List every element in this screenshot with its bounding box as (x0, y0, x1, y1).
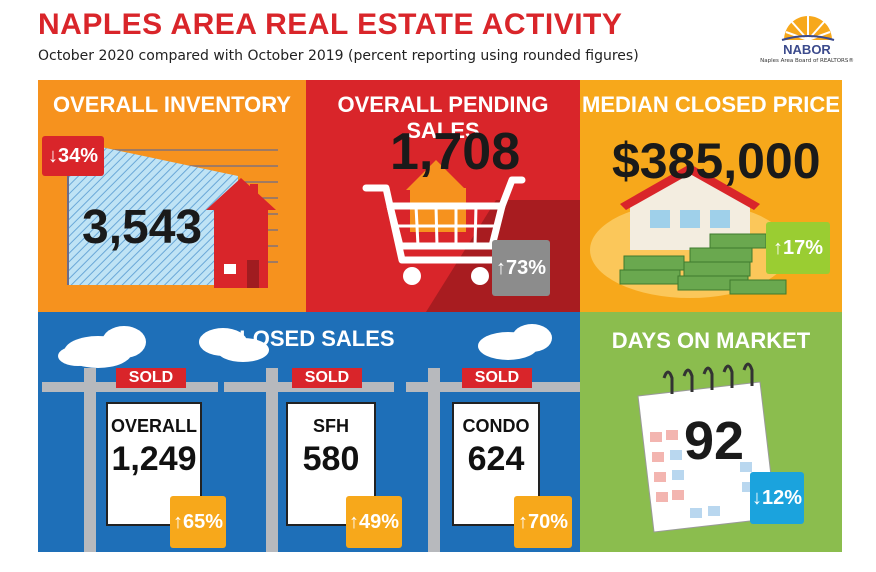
arrow-up-icon: ↑ (348, 511, 359, 533)
pending-change: 73% (505, 257, 547, 279)
sign-board: CONDO 624 (452, 402, 540, 526)
inventory-change-badge: ↓34% (42, 136, 104, 176)
sign-label: OVERALL (110, 416, 197, 436)
inventory-title: OVERALL INVENTORY (53, 92, 291, 117)
inventory-value: 3,543 (82, 201, 203, 254)
closed-sfh-sign: SOLD SFH 580 ↑49% (218, 368, 402, 552)
dom-panel: DAYS ON MARKET 92 ↓12% (580, 312, 842, 552)
condo-change: 70% (527, 511, 569, 533)
overall-change-badge: ↑65% (170, 496, 226, 548)
pending-value: 1,708 (390, 123, 521, 181)
page-title: NAPLES AREA REAL ESTATE ACTIVITY (38, 8, 623, 41)
closed-condo-sign: SOLD CONDO 624 ↑70% (398, 368, 580, 552)
dom-change-badge: ↓12% (750, 472, 804, 524)
overall-change: 65% (182, 511, 224, 533)
sign-value: 580 (302, 440, 360, 478)
logo-tagline: Naples Area Board of REALTORS® (760, 58, 854, 64)
sign-value: 1,249 (111, 440, 197, 478)
arrow-up-icon: ↑ (172, 511, 183, 533)
sold-label: SOLD (292, 368, 362, 388)
price-value: $385,000 (612, 133, 821, 189)
closed-overall-sign: SOLD OVERALL 1,249 ↑65% (38, 368, 226, 552)
pending-panel: OVERALL PENDING SALES 1,708 ↑73% (306, 80, 580, 312)
pending-title: OVERALL PENDING SALES (337, 92, 549, 143)
closed-sales-panel: CLOSED SALES SOLD OVERALL 1,249 ↑65% SOL… (38, 312, 580, 552)
dom-title: DAYS ON MARKET (611, 328, 811, 353)
sold-label: SOLD (116, 368, 186, 388)
arrow-down-icon: ↓ (47, 145, 58, 167)
house-money-icon (590, 164, 790, 298)
dom-change: 12% (761, 487, 803, 509)
house-chart-icon (67, 140, 278, 288)
page-subtitle: October 2020 compared with October 2019 … (38, 48, 639, 64)
arrow-up-icon: ↑ (495, 257, 506, 279)
sign-value: 624 (467, 440, 525, 478)
arrow-up-icon: ↑ (517, 511, 528, 533)
logo-name: NABOR (783, 42, 831, 57)
sign-label: CONDO (462, 416, 530, 436)
arrow-up-icon: ↑ (772, 237, 783, 259)
dom-value: 92 (684, 411, 745, 471)
sfh-change-badge: ↑49% (346, 496, 402, 548)
cloud-icon (58, 324, 552, 368)
sign-label: SFH (313, 416, 349, 436)
price-panel: MEDIAN CLOSED PRICE $385,000 ↑17% (580, 80, 842, 312)
price-change: 17% (782, 237, 824, 259)
price-change-badge: ↑17% (766, 222, 830, 274)
inventory-change: 34% (57, 145, 99, 167)
sold-label: SOLD (462, 368, 532, 388)
sun-logo-icon (781, 16, 835, 41)
price-title: MEDIAN CLOSED PRICE (582, 92, 840, 117)
inventory-panel: OVERALL INVENTORY 3,543 ↓34% (38, 80, 306, 312)
arrow-down-icon: ↓ (751, 487, 762, 509)
condo-change-badge: ↑70% (514, 496, 572, 548)
nabor-logo: NABOR Naples Area Board of REALTORS® (760, 2, 860, 72)
pending-change-badge: ↑73% (492, 240, 550, 296)
sfh-change: 49% (358, 511, 400, 533)
